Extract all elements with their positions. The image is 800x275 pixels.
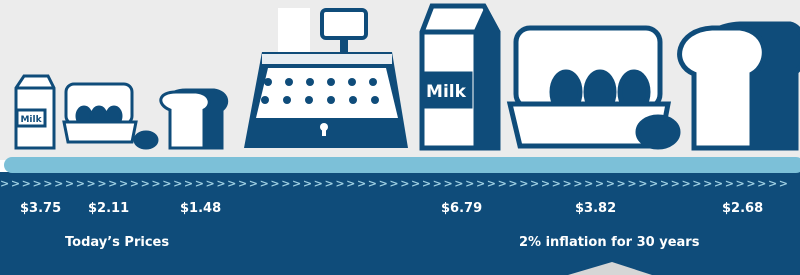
milk-carton-small (16, 76, 54, 148)
carton-label: Milk (20, 115, 42, 125)
price: $3.75 (20, 201, 61, 216)
milk-carton-large (422, 6, 498, 148)
price: $3.82 (575, 201, 616, 216)
divider-arrows: >>>>>>>>>>>>>>>>>>>>>>>>>>>>>>>>>>>>>>>>… (0, 177, 790, 190)
bread-large (680, 24, 800, 148)
price: $2.68 (722, 201, 763, 216)
caption: Today’s Prices (65, 235, 169, 250)
bread-small (161, 90, 227, 148)
egg-carton-large (510, 28, 678, 147)
shelf (4, 157, 800, 173)
price: $6.79 (441, 201, 482, 216)
infographic: Milk Milk (0, 0, 800, 275)
price: $2.11 (88, 201, 129, 216)
page: {"illustrations": {"small_carton_label":… (0, 0, 800, 275)
price: $1.48 (180, 201, 221, 216)
caption: 2% inflation for 30 years (519, 235, 700, 250)
carton-label: Milk (426, 82, 467, 102)
